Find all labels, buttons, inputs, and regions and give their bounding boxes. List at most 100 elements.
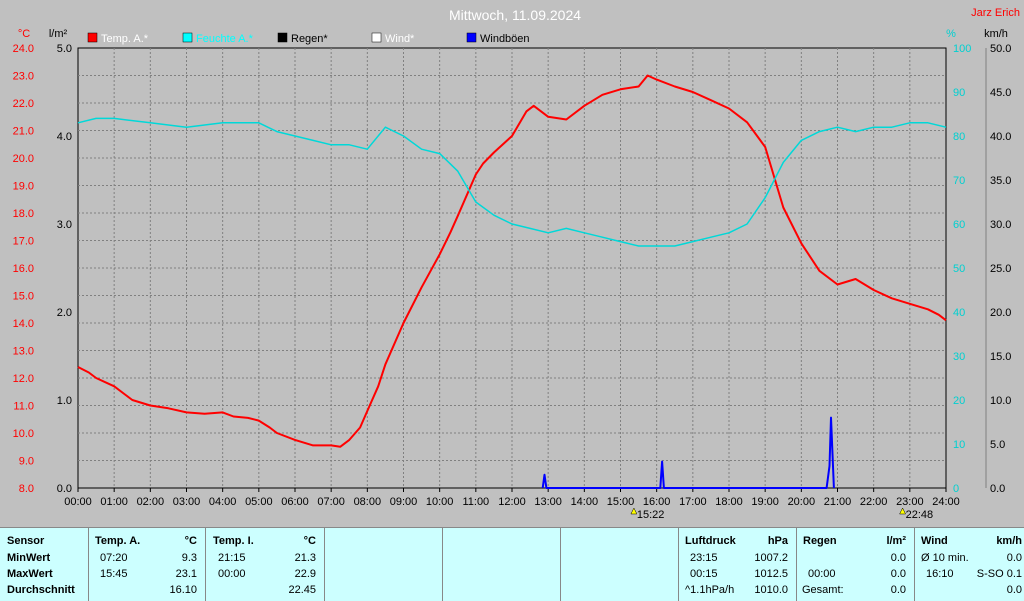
humidity-tick-label: 40 [953, 307, 965, 319]
rain-unit-label: l/m² [49, 28, 68, 40]
legend-label: Wind* [385, 33, 415, 45]
chart-labels: 00:00 01:00 02:00 03:00 04:00 05:00 06:00 07:00… [13, 28, 1012, 521]
x-tick-label: 12:00 [498, 496, 526, 508]
rain-column: Regen l/m² 0.0 00:00 0.0 Gesamt: 0.0 [797, 528, 915, 601]
humidity-tick-label: 70 [953, 175, 965, 187]
wind-tick-label: 20.0 [990, 307, 1011, 319]
x-tick-label: 19:00 [751, 496, 779, 508]
humidity-tick-label: 10 [953, 439, 965, 451]
legend-swatch [87, 32, 98, 43]
pressure-trend: ^1.1hPa/h [685, 584, 735, 596]
legend-swatch [277, 32, 288, 43]
humidity-tick-label: 60 [953, 219, 965, 231]
wind-tick-label: 40.0 [990, 131, 1011, 143]
humidity-tick-label: 20 [953, 395, 965, 407]
wind-tick-label: 45.0 [990, 87, 1011, 99]
x-tick-label: 20:00 [788, 496, 816, 508]
wind-max-time: 16:10 [926, 568, 954, 580]
legend-label: Temp. A.* [101, 33, 149, 45]
humidity-tick-label: 100 [953, 43, 971, 55]
sun-marker-icon [630, 507, 638, 515]
x-tick-label: 04:00 [209, 496, 237, 508]
temp-a-min: 9.3 [181, 552, 197, 564]
pressure-unit: hPa [767, 535, 788, 547]
temp-a-unit: °C [184, 535, 197, 547]
wind-tick-label: 0.0 [990, 483, 1005, 495]
rain-max-time: 00:00 [808, 568, 836, 580]
temp-tick-label: 8.0 [19, 483, 34, 495]
temp-tick-label: 16.0 [13, 263, 34, 275]
legend-swatch [466, 32, 477, 43]
temp-i-max-time: 00:00 [218, 568, 246, 580]
humidity-unit-label: % [946, 28, 956, 40]
temp-tick-label: 23.0 [13, 71, 34, 83]
temp-a-title: Temp. A. [95, 535, 141, 547]
temp-a-column: Temp. A. °C 07:20 9.3 15:45 23.1 16.10 [89, 528, 206, 601]
wind-tick-label: 50.0 [990, 43, 1011, 55]
marker-label: 15:22 [637, 509, 665, 521]
temp-unit-label: °C [18, 28, 30, 40]
temp-i-title: Temp. I. [213, 535, 254, 547]
temp-i-avg: 22.45 [288, 584, 316, 596]
temp-tick-label: 12.0 [13, 373, 34, 385]
rain-unit: l/m² [886, 535, 906, 547]
wind-column: Wind km/h Ø 10 min. 0.0 16:10 S-SO 0.1 0.0 [915, 528, 1024, 601]
rain-tick-label: 4.0 [57, 131, 72, 143]
empty-column-3 [561, 528, 679, 601]
temp-i-unit: °C [303, 535, 316, 547]
humidity-tick-label: 80 [953, 131, 965, 143]
stats-panel: Sensor MinWert MaxWert Durchschnitt Temp… [0, 527, 1024, 601]
humidity-tick-label: 0 [953, 483, 959, 495]
x-tick-label: 13:00 [534, 496, 562, 508]
temp-tick-label: 9.0 [19, 456, 34, 468]
rain-total-label: Gesamt: [802, 584, 844, 596]
min-label: MinWert [7, 552, 51, 564]
x-tick-label: 24:00 [932, 496, 960, 508]
weather-chart: 00:00 01:00 02:00 03:00 04:00 05:00 06:00 07:00… [13, 7, 1020, 521]
temp-tick-label: 24.0 [13, 43, 34, 55]
wind-tick-label: 10.0 [990, 395, 1011, 407]
rain-tick-label: 0.0 [57, 483, 72, 495]
x-tick-label: 00:00 [64, 496, 92, 508]
temp-i-column: Temp. I. °C 21:15 21.3 00:00 22.9 22.45 [206, 528, 325, 601]
chart-title: Mittwoch, 11.09.2024 [449, 7, 581, 23]
temp-tick-label: 19.0 [13, 181, 34, 193]
temp-i-min: 21.3 [294, 552, 316, 564]
series-wind [541, 416, 835, 489]
temp-tick-label: 13.0 [13, 346, 34, 358]
rain-title: Regen [803, 535, 837, 547]
temp-tick-label: 20.0 [13, 153, 34, 165]
empty-column-1 [325, 528, 443, 601]
x-tick-label: 23:00 [896, 496, 924, 508]
x-tick-label: 22:00 [860, 496, 888, 508]
empty-column-2 [443, 528, 561, 601]
chart-author: Jarz Erich [971, 7, 1020, 19]
wind-tick-label: 35.0 [990, 175, 1011, 187]
x-tick-label: 14:00 [571, 496, 599, 508]
x-tick-label: 06:00 [281, 496, 309, 508]
temp-a-min-time: 07:20 [100, 552, 128, 564]
humidity-tick-label: 50 [953, 263, 965, 275]
temp-tick-label: 14.0 [13, 318, 34, 330]
legend-label: Windböen [480, 33, 530, 45]
x-tick-label: 11:00 [462, 496, 489, 508]
x-tick-label: 17:00 [679, 496, 707, 508]
rain-rate: 0.0 [890, 552, 906, 564]
wind-max: S-SO 0.1 [976, 568, 1022, 580]
legend-swatch [182, 32, 193, 43]
chart-grid [77, 47, 947, 489]
sensor-title: Sensor [7, 535, 45, 547]
wind-tick-label: 5.0 [990, 439, 1005, 451]
x-tick-label: 21:00 [824, 496, 852, 508]
wind-unit: km/h [996, 535, 1022, 547]
wind-unit-label: km/h [984, 28, 1008, 40]
pressure-max-time: 00:15 [690, 568, 718, 580]
wind-tick-label: 25.0 [990, 263, 1011, 275]
temp-tick-label: 21.0 [13, 126, 34, 138]
temp-a-avg: 16.10 [169, 584, 197, 596]
humidity-tick-label: 90 [953, 87, 965, 99]
pressure-max: 1012.5 [754, 568, 788, 580]
x-tick-label: 07:00 [317, 496, 345, 508]
temp-tick-label: 18.0 [13, 208, 34, 220]
x-tick-label: 09:00 [390, 496, 418, 508]
